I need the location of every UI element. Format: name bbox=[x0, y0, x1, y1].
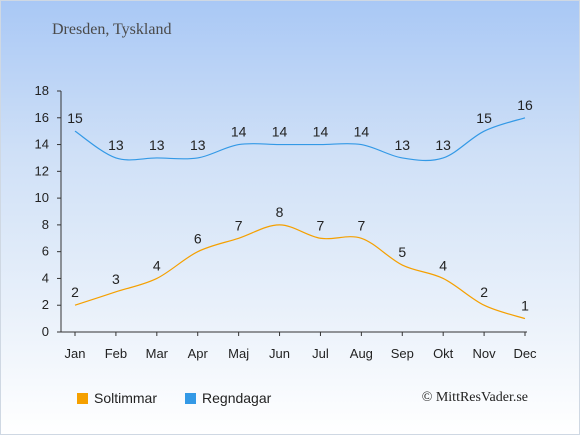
legend: Soltimmar Regndagar bbox=[77, 390, 299, 406]
data-label-regndagar: 14 bbox=[313, 124, 329, 140]
y-tick-label: 2 bbox=[42, 297, 49, 312]
x-tick-label: Okt bbox=[433, 346, 454, 361]
x-tick-label: Jan bbox=[65, 346, 86, 361]
data-label-regndagar: 15 bbox=[476, 110, 492, 126]
y-tick-label: 0 bbox=[42, 324, 49, 339]
x-tick-label: Sep bbox=[391, 346, 414, 361]
y-tick-label: 18 bbox=[35, 83, 49, 98]
data-label-soltimmar: 4 bbox=[153, 257, 161, 273]
data-label-regndagar: 16 bbox=[517, 97, 533, 113]
data-label-regndagar: 15 bbox=[67, 110, 83, 126]
data-label-soltimmar: 6 bbox=[194, 231, 202, 247]
x-tick-label: Maj bbox=[228, 346, 249, 361]
legend-label-regndagar: Regndagar bbox=[202, 390, 272, 406]
x-tick-label: Jul bbox=[312, 346, 329, 361]
legend-item-soltimmar: Soltimmar bbox=[77, 390, 157, 406]
data-label-soltimmar: 8 bbox=[276, 204, 284, 220]
series-line-regndagar bbox=[74, 117, 526, 162]
x-tick-label: Feb bbox=[105, 346, 127, 361]
series-line-soltimmar bbox=[74, 224, 526, 320]
legend-item-regndagar: Regndagar bbox=[185, 390, 271, 406]
x-tick-label: Apr bbox=[188, 346, 209, 361]
y-tick-label: 12 bbox=[35, 163, 49, 178]
y-tick-label: 8 bbox=[42, 217, 49, 232]
data-label-soltimmar: 7 bbox=[235, 217, 243, 233]
y-tick-label: 16 bbox=[35, 110, 49, 125]
data-label-regndagar: 13 bbox=[394, 137, 410, 153]
legend-swatch-soltimmar bbox=[77, 392, 88, 404]
x-tick-label: Nov bbox=[473, 346, 497, 361]
data-label-regndagar: 13 bbox=[435, 137, 451, 153]
data-label-soltimmar: 2 bbox=[71, 284, 79, 300]
legend-swatch-regndagar bbox=[185, 392, 197, 404]
data-label-regndagar: 13 bbox=[108, 137, 124, 153]
page-title: Dresden, Tyskland bbox=[52, 21, 172, 38]
data-label-soltimmar: 1 bbox=[521, 298, 529, 314]
y-tick-label: 6 bbox=[42, 244, 49, 259]
credit-text: © MittResVader.se bbox=[421, 390, 528, 405]
series-lines bbox=[74, 117, 526, 320]
y-tick-label: 4 bbox=[42, 270, 49, 285]
data-label-regndagar: 13 bbox=[190, 137, 206, 153]
data-label-regndagar: 14 bbox=[272, 124, 288, 140]
data-label-soltimmar: 4 bbox=[439, 257, 447, 273]
y-tick-label: 10 bbox=[35, 190, 49, 205]
x-tick-label: Aug bbox=[350, 346, 373, 361]
data-label-soltimmar: 2 bbox=[480, 284, 488, 300]
data-label-regndagar: 13 bbox=[149, 137, 165, 153]
x-tick-label: Jun bbox=[269, 346, 290, 361]
x-tick-label: Dec bbox=[513, 346, 537, 361]
data-label-regndagar: 14 bbox=[354, 124, 370, 140]
x-tick-label: Mar bbox=[146, 346, 169, 361]
data-label-soltimmar: 7 bbox=[317, 217, 325, 233]
data-label-soltimmar: 3 bbox=[112, 271, 120, 287]
data-label-soltimmar: 5 bbox=[398, 244, 406, 260]
y-tick-label: 14 bbox=[35, 137, 49, 152]
data-labels: 2 3 4 6 7 8 7 7 5 4 2 1 15 13 13 13 14 14 14 14 13 13 15 16 bbox=[67, 97, 533, 314]
legend-label-soltimmar: Soltimmar bbox=[94, 390, 158, 406]
data-label-regndagar: 14 bbox=[231, 124, 247, 140]
data-label-soltimmar: 7 bbox=[357, 217, 365, 233]
